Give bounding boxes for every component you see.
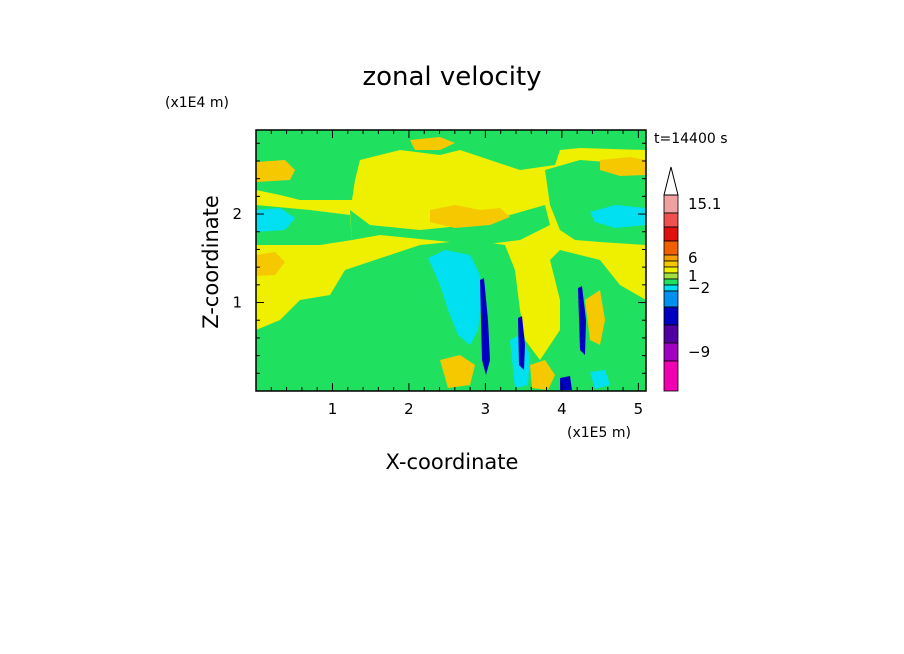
contour-region-blue [518, 316, 525, 370]
contour-region-orange [440, 355, 475, 388]
y-axis-label: Z-coordinate [199, 195, 223, 329]
y-tick-label: 2 [232, 205, 242, 223]
contour-region-orange [600, 157, 646, 176]
colorbar-swatch [663, 342, 679, 362]
contour-region-cyan [590, 205, 646, 228]
colorbar-swatch [663, 240, 679, 256]
y-tick-label: 1 [232, 294, 242, 312]
contour-region-cyan [428, 250, 482, 345]
x-axis-label: X-coordinate [386, 450, 519, 474]
colorbar-label: 6 [688, 249, 698, 267]
chart-title: zonal velocity [362, 62, 541, 92]
contour-region-blue [480, 278, 490, 375]
colorbar-swatch [663, 254, 679, 262]
contour-region-orange [530, 360, 555, 390]
colorbar-swatch [663, 272, 679, 280]
contour-region-orange [410, 137, 455, 150]
colorbar: 15.1 61−2 −9 [663, 166, 721, 392]
colorbar-label: −9 [688, 343, 710, 361]
x-tick-label: 3 [481, 400, 491, 418]
contour-region-blue [560, 376, 572, 390]
colorbar-swatch [663, 278, 679, 286]
colorbar-swatch [663, 226, 679, 242]
colorbar-swatch [663, 284, 679, 292]
contour-region-orange [256, 252, 285, 276]
x-tick-label: 2 [404, 400, 414, 418]
x-unit-label: (x1E5 m) [567, 425, 631, 441]
contour-region-blue [578, 286, 586, 355]
x-axis: 1 2 3 4 5 [270, 130, 644, 418]
colorbar-swatch [663, 260, 679, 268]
colorbar-label: 1 [688, 267, 698, 285]
colorbar-swatch [663, 194, 679, 214]
plot-frame [255, 129, 647, 392]
contour-region-green [256, 130, 646, 200]
contour-region-orange [256, 160, 295, 182]
contour-region-orange [430, 205, 510, 228]
contour-plot-area [256, 130, 646, 391]
contour-region-green [256, 130, 352, 160]
y-unit-label: (x1E4 m) [165, 95, 229, 111]
colorbar-swatch [663, 266, 679, 274]
contour-region-cyan [256, 208, 295, 232]
x-tick-label: 5 [634, 400, 644, 418]
colorbar-label: 15.1 [688, 195, 721, 213]
contour-region-cyan [590, 370, 610, 389]
contour-region-orange [585, 290, 605, 345]
colorbar-swatch [663, 212, 679, 228]
colorbar-swatch [663, 290, 679, 308]
y-axis: 12 [232, 142, 646, 374]
colorbar-label: −2 [688, 279, 710, 297]
colorbar-overflow-arrow [663, 166, 679, 196]
colorbar-swatch [663, 306, 679, 326]
time-label: t=14400 s [654, 131, 728, 147]
x-tick-label: 1 [328, 400, 338, 418]
contour-region-green [350, 205, 550, 245]
x-tick-label: 4 [557, 400, 567, 418]
colorbar-swatch [663, 324, 679, 344]
colorbar-swatch [663, 360, 679, 392]
